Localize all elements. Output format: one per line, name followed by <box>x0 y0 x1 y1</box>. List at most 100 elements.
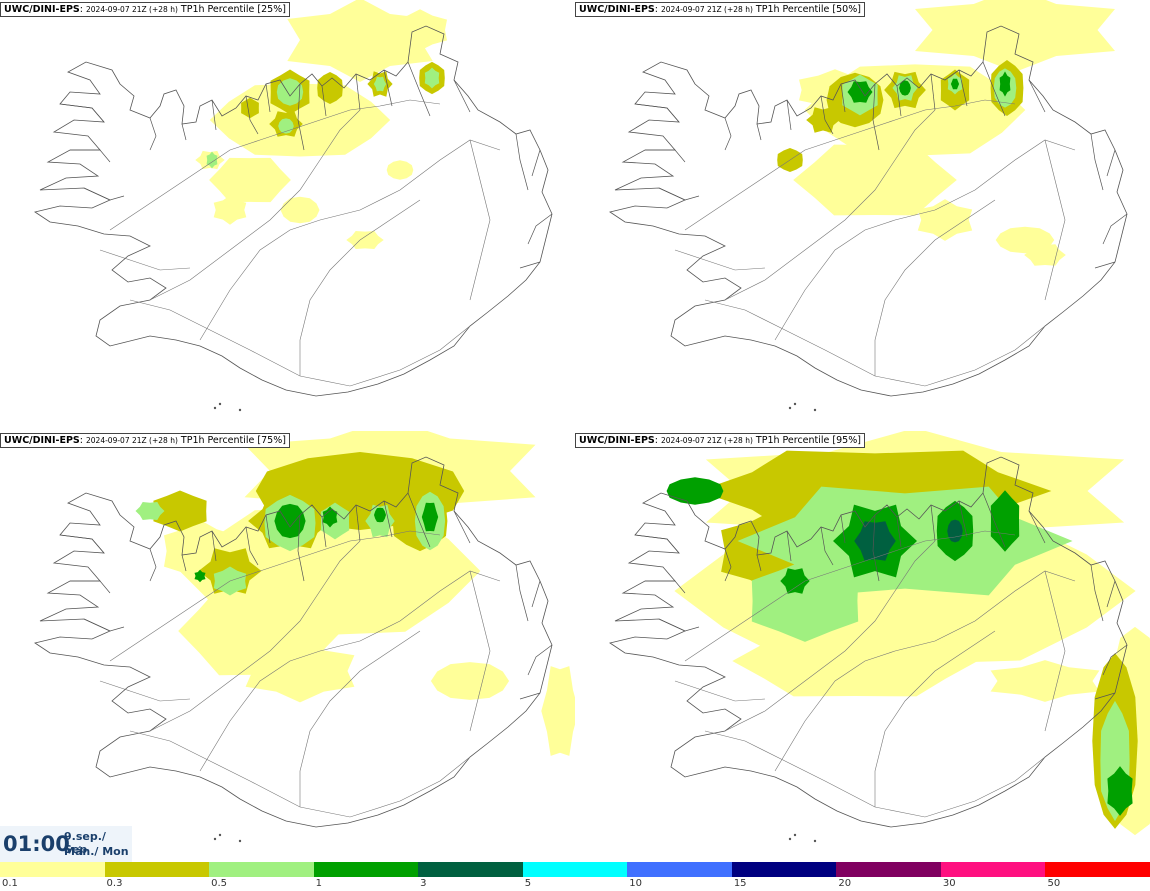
fjord-line <box>211 530 217 562</box>
precip-area <box>751 560 859 642</box>
island <box>213 837 217 841</box>
fjord-line <box>872 83 880 151</box>
fjord-line <box>756 123 762 141</box>
precip-map-p75 <box>34 431 575 843</box>
legend-label: 20 <box>838 878 852 889</box>
precip-area <box>732 625 978 697</box>
fjord-line <box>1094 261 1116 269</box>
map-panel-p75: UWC/DINI-EPS: 2024-09-07 21Z (+28 h) TP1… <box>0 431 575 861</box>
fjord-line <box>1102 213 1128 245</box>
fjord-line <box>515 133 529 191</box>
legend-label: 30 <box>942 878 956 889</box>
valid-time: 01:00 <box>3 832 70 856</box>
legend-label: 0.1 <box>2 878 18 889</box>
fjord-line <box>265 83 271 113</box>
fjord-line <box>527 644 553 676</box>
fjord-line <box>383 500 393 538</box>
fjord-line <box>1102 644 1128 676</box>
precip-area <box>374 507 386 523</box>
road-line <box>109 99 441 231</box>
fjord-line <box>321 516 327 548</box>
fjord-line <box>531 580 541 608</box>
road-line <box>1044 139 1066 301</box>
road-line <box>99 680 191 702</box>
road-line <box>684 99 1016 231</box>
precip-area <box>854 521 896 561</box>
fjord-line <box>527 213 553 245</box>
island <box>238 839 242 843</box>
fjord-line <box>820 95 834 135</box>
precip-area <box>430 662 510 700</box>
legend-swatch <box>1045 862 1150 877</box>
road-line <box>674 249 766 271</box>
precip-map-p25 <box>34 0 553 412</box>
fjord-line <box>211 99 217 131</box>
legend-label: 1 <box>315 878 322 889</box>
road-line <box>469 570 491 732</box>
precip-area <box>153 490 207 532</box>
precip-area <box>793 144 957 216</box>
road-line <box>674 680 766 702</box>
fjord-line <box>297 83 305 151</box>
fjord-line <box>245 526 259 566</box>
fjord-line <box>724 548 732 582</box>
precip-area <box>947 519 963 543</box>
panel-title: UWC/DINI-EPS: 2024-09-07 21Z (+28 h) TP1… <box>575 2 865 17</box>
fjord-line <box>531 149 541 177</box>
island <box>793 833 797 837</box>
fjord-line <box>181 123 187 141</box>
legend-swatch <box>731 862 838 877</box>
fjord-line <box>756 554 762 572</box>
precip-area <box>847 81 873 103</box>
fjord-line <box>1106 149 1116 177</box>
road-line <box>724 540 936 732</box>
island <box>213 406 217 410</box>
precip-area <box>421 502 439 532</box>
road-line <box>774 139 1076 341</box>
precip-map-p50 <box>609 0 1128 412</box>
road-line <box>149 109 361 301</box>
valid-date: 9.sep./ Sep <box>64 830 106 856</box>
fjord-line <box>634 534 680 554</box>
coastline <box>609 456 1128 828</box>
legend-swatch <box>104 862 211 877</box>
fjord-line <box>958 69 968 107</box>
legend-swatch <box>627 862 733 877</box>
fjord-line <box>149 117 157 151</box>
road-line <box>874 199 996 376</box>
coastline <box>34 456 553 828</box>
fjord-line <box>1090 133 1104 191</box>
fjord-line <box>519 261 541 269</box>
legend-label: 5 <box>524 878 532 889</box>
legend-swatch <box>209 862 315 877</box>
fjord-line <box>958 500 968 538</box>
fjord-line <box>786 99 792 131</box>
precip-area <box>209 157 291 203</box>
fjord-line <box>515 564 529 622</box>
precip-area <box>990 660 1100 702</box>
island <box>793 402 797 406</box>
color-legend: 0.1 0.3 0.5 1 3 5 10 15 20 30 50 <box>0 862 1150 891</box>
precip-area <box>206 151 218 169</box>
fjord-line <box>724 117 732 151</box>
precip-area <box>1024 244 1066 266</box>
precip-map-p95 <box>609 431 1150 843</box>
fjord-line <box>355 504 361 542</box>
precip-area <box>899 80 911 96</box>
precip-area <box>950 78 960 90</box>
road-line <box>724 109 936 301</box>
fjord-line <box>70 580 111 594</box>
fjord-line <box>383 69 393 107</box>
fjord-line <box>453 79 471 113</box>
fjord-line <box>181 554 187 572</box>
legend-swatch <box>418 862 524 877</box>
legend-label: 0.5 <box>211 878 227 889</box>
precip-area <box>245 639 355 703</box>
panel-title: UWC/DINI-EPS: 2024-09-07 21Z (+28 h) TP1… <box>0 2 290 17</box>
precip-area <box>780 568 810 594</box>
precip-area <box>393 9 447 51</box>
road-line <box>469 139 491 301</box>
precip-area <box>917 199 973 241</box>
fjord-line <box>1028 79 1046 113</box>
fjord-line <box>453 510 471 544</box>
